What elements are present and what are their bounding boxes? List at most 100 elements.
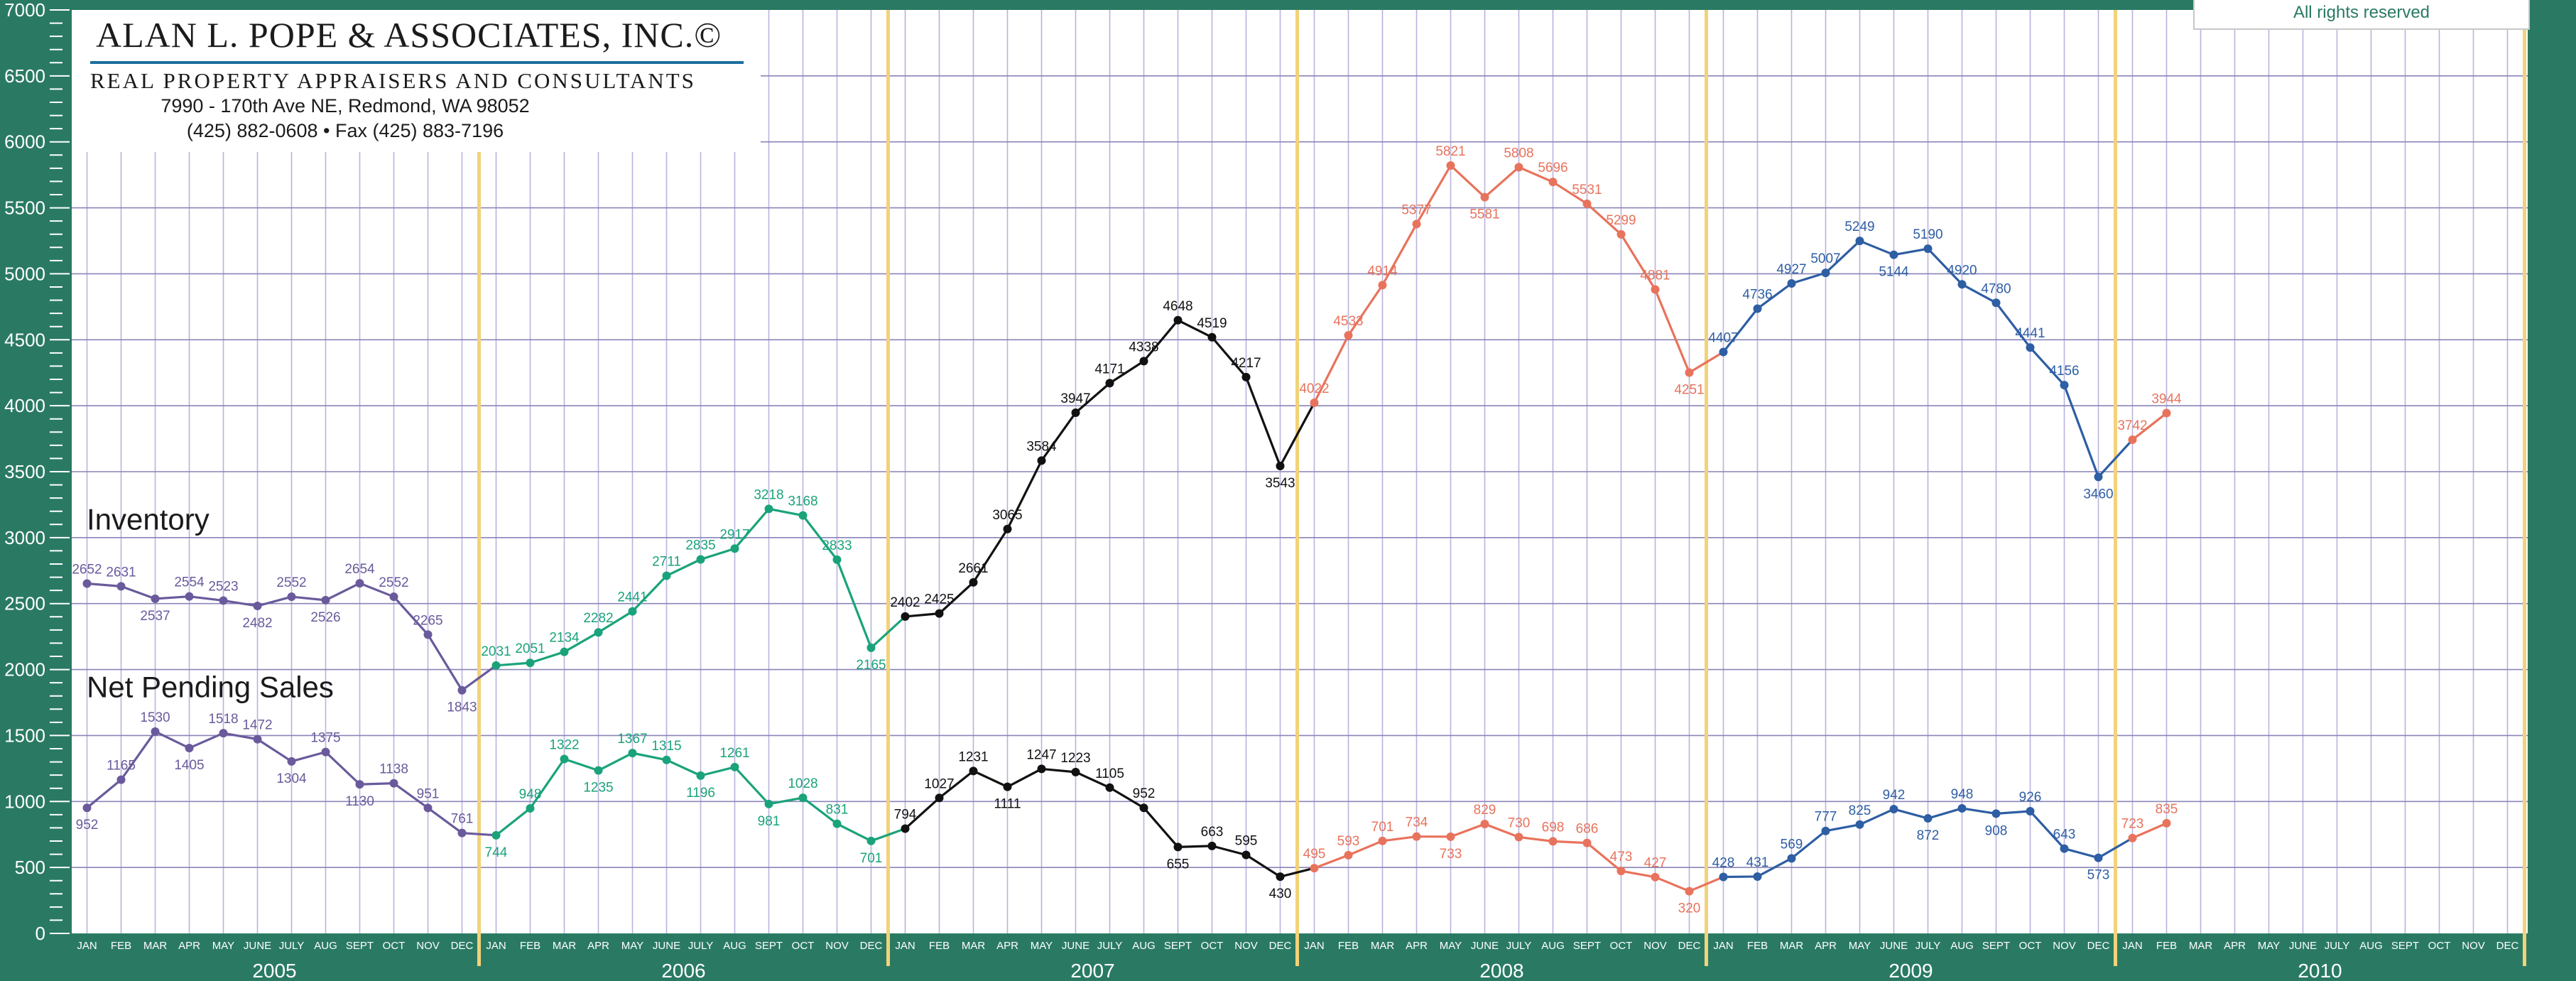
pending-value-label: 1405: [174, 758, 204, 773]
x-month-label: JULY: [1915, 940, 1941, 952]
inventory-point: [2026, 343, 2035, 352]
pending-point: [526, 803, 535, 813]
x-month-label: MAY: [1849, 940, 1871, 952]
inventory-point: [696, 555, 705, 564]
pending-point: [1787, 854, 1796, 863]
inventory-value-label: 4533: [1333, 314, 1363, 329]
inventory-point: [1276, 462, 1285, 471]
pending-value-label: 643: [2053, 828, 2076, 842]
pending-segment: [1040, 767, 1077, 774]
pending-segment: [869, 827, 907, 842]
inventory-segment: [1278, 401, 1316, 467]
inventory-point: [2128, 435, 2137, 445]
inventory-value-label: 4338: [1129, 340, 1158, 354]
pending-point: [2026, 807, 2035, 816]
pending-segment: [1858, 808, 1896, 826]
x-month-label: JUNE: [2289, 940, 2317, 952]
x-month-label: APR: [2224, 940, 2246, 952]
inventory-segment: [1142, 319, 1180, 362]
pending-point: [1923, 814, 1933, 823]
x-month-label: FEB: [111, 940, 131, 952]
inventory-point: [355, 579, 364, 588]
x-month-label: DEC: [2087, 940, 2110, 952]
inventory-segment: [1858, 239, 1896, 256]
inventory-value-label: 3218: [754, 487, 783, 502]
firm-address: 7990 - 170th Ave NE, Redmond, WA 98052: [161, 95, 530, 116]
x-month-label: JULY: [1506, 940, 1532, 952]
pending-value-label: 1322: [549, 737, 579, 752]
inventory-value-label: 5821: [1435, 144, 1465, 159]
pending-value-label: 951: [417, 786, 440, 801]
x-month-label: SEPT: [1573, 940, 1601, 952]
pending-segment: [699, 766, 737, 777]
inventory-value-label: 2652: [72, 562, 102, 577]
inventory-point: [253, 602, 262, 611]
inventory-point: [1719, 347, 1728, 357]
pending-segment: [903, 796, 941, 830]
inventory-value-label: 4920: [1947, 263, 1977, 278]
inventory-segment: [801, 514, 839, 561]
y-axis: 0 500 1000 1500 2000 2500 3000 3500 4000 4500 5000…: [4, 0, 70, 944]
inventory-point: [219, 596, 228, 605]
inventory-segment: [1585, 202, 1623, 236]
x-month-label: DEC: [1269, 940, 1292, 952]
inventory-segment: [1722, 307, 1759, 354]
y-tick-label: 1500: [4, 725, 45, 746]
inventory-value-label: 4156: [2049, 364, 2079, 379]
inventory-value-label: 4251: [1674, 383, 1704, 398]
inventory-value-label: 2282: [583, 611, 613, 626]
x-month-label: MAY: [1440, 940, 1462, 952]
x-year-label: 2008: [1479, 960, 1523, 981]
pending-value-label: 1027: [924, 776, 954, 791]
pending-value-label: 427: [1644, 856, 1667, 871]
pending-point: [798, 793, 808, 803]
pending-value-label: 1165: [107, 759, 136, 774]
inventory-segment: [1619, 233, 1657, 291]
pending-value-label: 701: [860, 851, 883, 866]
pending-point: [832, 819, 842, 828]
pending-segment: [2131, 822, 2168, 840]
inventory-point: [935, 609, 944, 618]
y-tick-label: 2000: [4, 659, 45, 681]
pending-point: [1139, 803, 1148, 813]
y-tick-label: 7000: [4, 0, 45, 21]
x-month-label: NOV: [2053, 940, 2076, 952]
pending-point: [1991, 809, 2001, 818]
y-tick-label: 3500: [4, 461, 45, 482]
inventory-segment: [767, 507, 805, 517]
x-month-label: APR: [1815, 940, 1837, 952]
pending-point: [1241, 850, 1251, 860]
inventory-point: [764, 504, 773, 514]
inventory-value-label: 2537: [140, 609, 170, 624]
inventory-value-label: 4407: [1708, 331, 1738, 346]
x-month-label: FEB: [929, 940, 950, 952]
pending-segment: [1790, 830, 1827, 860]
pending-point: [1378, 836, 1387, 845]
pending-value-label: 872: [1917, 828, 1940, 843]
x-month-label: JUNE: [653, 940, 680, 952]
inventory-segment: [938, 581, 975, 615]
pending-segment: [972, 769, 1009, 788]
pending-point: [1957, 803, 1967, 813]
inventory-segment: [188, 595, 225, 602]
pending-point: [287, 757, 296, 766]
x-month-label: MAY: [212, 940, 234, 952]
inventory-point: [969, 578, 978, 587]
pending-segment: [1244, 853, 1282, 878]
inventory-point: [457, 685, 467, 695]
inventory-point: [1957, 280, 1967, 289]
pending-segment: [119, 730, 157, 781]
pending-segment: [1517, 835, 1555, 842]
pending-value-label: 1247: [1026, 747, 1056, 762]
pending-segment: [222, 732, 259, 741]
x-month-label: AUG: [723, 940, 746, 952]
y-tick-label: 2500: [4, 593, 45, 614]
pending-point: [935, 793, 944, 803]
inventory-segment: [1653, 288, 1691, 374]
pending-segment: [938, 769, 975, 799]
pending-value-label: 1111: [994, 797, 1021, 812]
x-month-label: SEPT: [346, 940, 374, 952]
x-month-label: JAN: [895, 940, 915, 952]
pending-point: [1105, 783, 1114, 792]
inventory-segment: [460, 664, 498, 692]
